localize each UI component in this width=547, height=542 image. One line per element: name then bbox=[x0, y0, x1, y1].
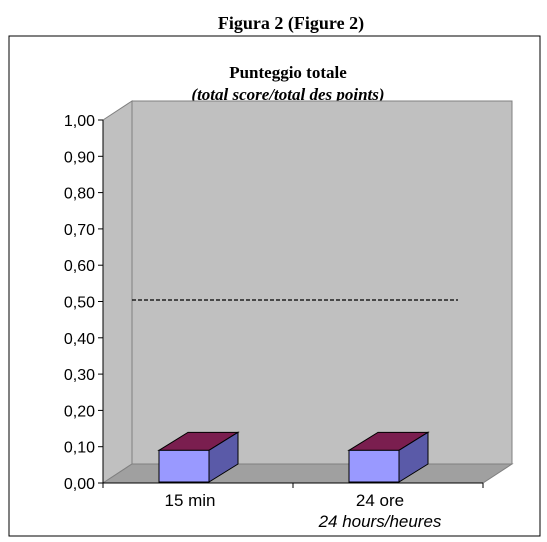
plot-area: 0,00 0,10 0,20 0,30 0,40 0,50 0,60 0,70 0,80 0,90… bbox=[64, 100, 514, 531]
y-tick-label: 0,60 bbox=[64, 258, 95, 275]
y-tick-label: 0,80 bbox=[64, 186, 95, 203]
x-tick-label-secondary: 24 hours/heures bbox=[318, 512, 442, 531]
y-tick-label: 0,90 bbox=[64, 149, 95, 166]
side-wall bbox=[102, 100, 133, 484]
back-wall bbox=[131, 100, 513, 465]
y-tick-label: 0,00 bbox=[64, 476, 95, 493]
y-tick-label: 0,10 bbox=[64, 440, 95, 457]
chart-title: Punteggio totale bbox=[229, 63, 347, 82]
chart-frame bbox=[8, 35, 541, 537]
y-tick-label: 1,00 bbox=[64, 113, 95, 130]
y-tick-label: 0,40 bbox=[64, 331, 95, 348]
figure-label: Figura 2 (Figure 2) bbox=[218, 13, 364, 34]
chart-subtitle: (total score/total des points) bbox=[191, 85, 384, 104]
bar bbox=[158, 449, 210, 483]
bar bbox=[348, 449, 400, 483]
y-tick-label: 0,20 bbox=[64, 403, 95, 420]
y-tick-label: 0,50 bbox=[64, 295, 95, 312]
y-tick-label: 0,30 bbox=[64, 367, 95, 384]
x-tick-label: 15 min bbox=[164, 491, 215, 510]
y-tick-label: 0,70 bbox=[64, 222, 95, 239]
x-tick-label: 24 ore bbox=[356, 491, 404, 510]
